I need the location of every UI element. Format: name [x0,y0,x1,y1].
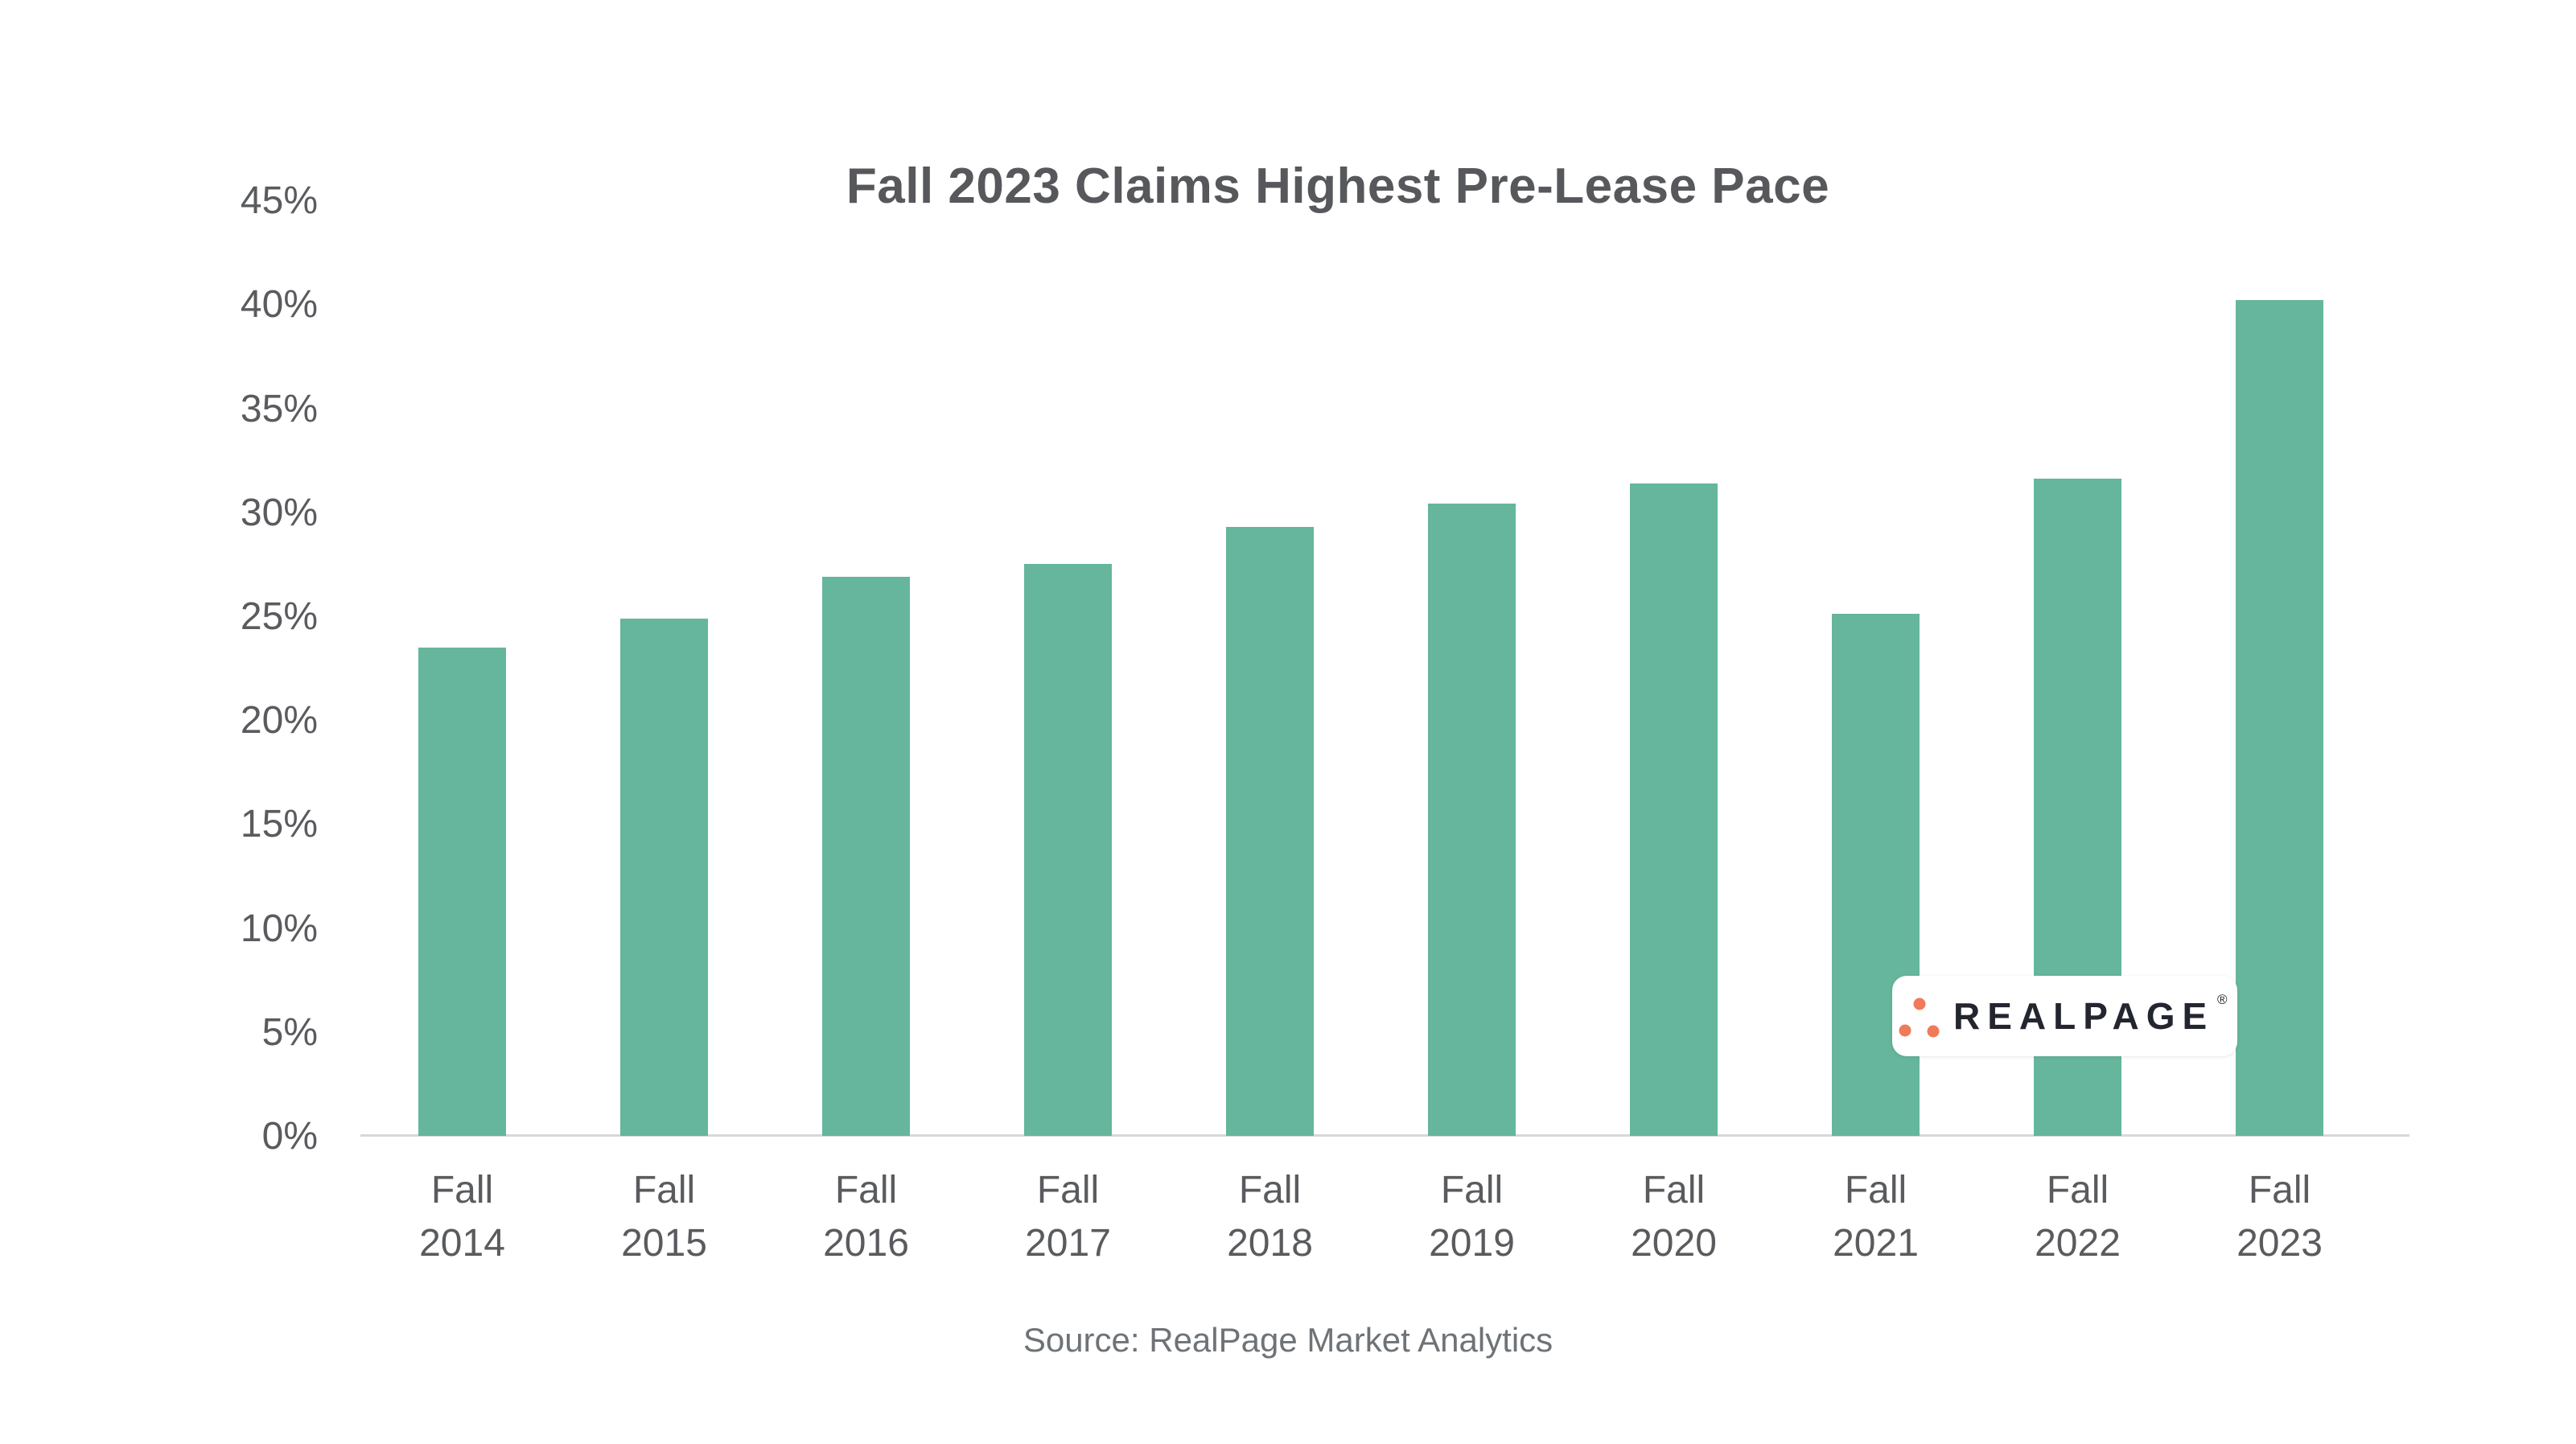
realpage-logo: REALPAGE ® [1892,976,2237,1056]
source-note: Source: RealPage Market Analytics [1023,1321,1553,1359]
y-tick-label: 45% [240,179,318,223]
x-tick-label: Fall 2018 [1227,1169,1313,1265]
x-tick-label: Fall 2021 [1833,1169,1919,1265]
bar-fall-2021 [1832,614,1920,1136]
y-tick-label: 5% [261,1010,318,1054]
x-tick-label: Fall 2022 [2035,1169,2121,1265]
y-tick-label: 35% [240,387,318,430]
bar-fall-2016 [822,577,910,1136]
x-tick-label: Fall 2019 [1429,1169,1515,1265]
y-tick-label: 0% [261,1115,318,1158]
x-tick-label: Fall 2020 [1631,1169,1717,1265]
bar-fall-2014 [418,648,506,1136]
x-tick-label: Fall 2015 [621,1169,707,1265]
y-tick-label: 30% [240,491,318,534]
y-tick-label: 10% [240,907,318,950]
realpage-logo-text: REALPAGE [1953,995,2215,1037]
bar-fall-2019 [1428,504,1516,1136]
bar-fall-2023 [2236,300,2323,1136]
y-tick-label: 25% [240,595,318,638]
x-tick-label: Fall 2023 [2237,1169,2323,1265]
x-tick-label: Fall 2014 [419,1169,505,1265]
y-tick-label: 15% [240,803,318,846]
x-tick-label: Fall 2017 [1025,1169,1111,1265]
registered-trademark-icon: ® [2217,992,2228,1007]
chart-title: Fall 2023 Claims Highest Pre-Lease Pace [846,158,1830,214]
bar-fall-2018 [1226,527,1314,1136]
realpage-dots-icon [1899,998,1940,1038]
bar-fall-2017 [1024,564,1112,1136]
bar-fall-2015 [620,619,708,1136]
x-axis-line [360,1134,2409,1137]
y-tick-label: 40% [240,283,318,327]
y-tick-label: 20% [240,699,318,743]
bar-fall-2020 [1630,483,1718,1136]
x-tick-label: Fall 2016 [823,1169,909,1265]
